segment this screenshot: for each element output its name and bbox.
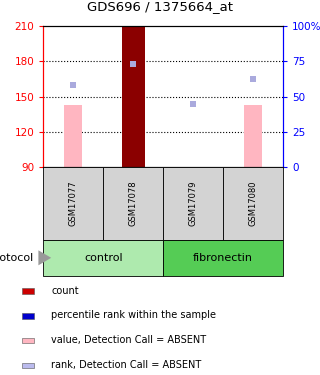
Text: count: count: [51, 285, 79, 296]
Bar: [223, 167, 283, 240]
Text: GSM17077: GSM17077: [69, 181, 78, 226]
Bar: [163, 167, 223, 240]
Bar: [22, 313, 34, 319]
Text: GDS696 / 1375664_at: GDS696 / 1375664_at: [87, 0, 233, 13]
Bar: [43, 167, 103, 240]
Bar: [22, 363, 34, 368]
Text: control: control: [84, 253, 123, 263]
Bar: [22, 288, 34, 294]
Text: GSM17080: GSM17080: [249, 181, 258, 226]
Text: GSM17079: GSM17079: [189, 181, 198, 226]
Text: rank, Detection Call = ABSENT: rank, Detection Call = ABSENT: [51, 360, 202, 370]
Text: percentile rank within the sample: percentile rank within the sample: [51, 310, 216, 320]
Text: protocol: protocol: [0, 253, 34, 263]
Bar: [103, 167, 163, 240]
Bar: [122, 26, 145, 167]
Bar: [244, 105, 262, 167]
Text: fibronectin: fibronectin: [193, 253, 253, 263]
Bar: [64, 105, 82, 167]
Bar: [43, 240, 163, 276]
Bar: [163, 240, 283, 276]
Text: GSM17078: GSM17078: [129, 181, 138, 226]
Polygon shape: [38, 251, 51, 266]
Text: value, Detection Call = ABSENT: value, Detection Call = ABSENT: [51, 335, 206, 345]
Bar: [22, 338, 34, 344]
